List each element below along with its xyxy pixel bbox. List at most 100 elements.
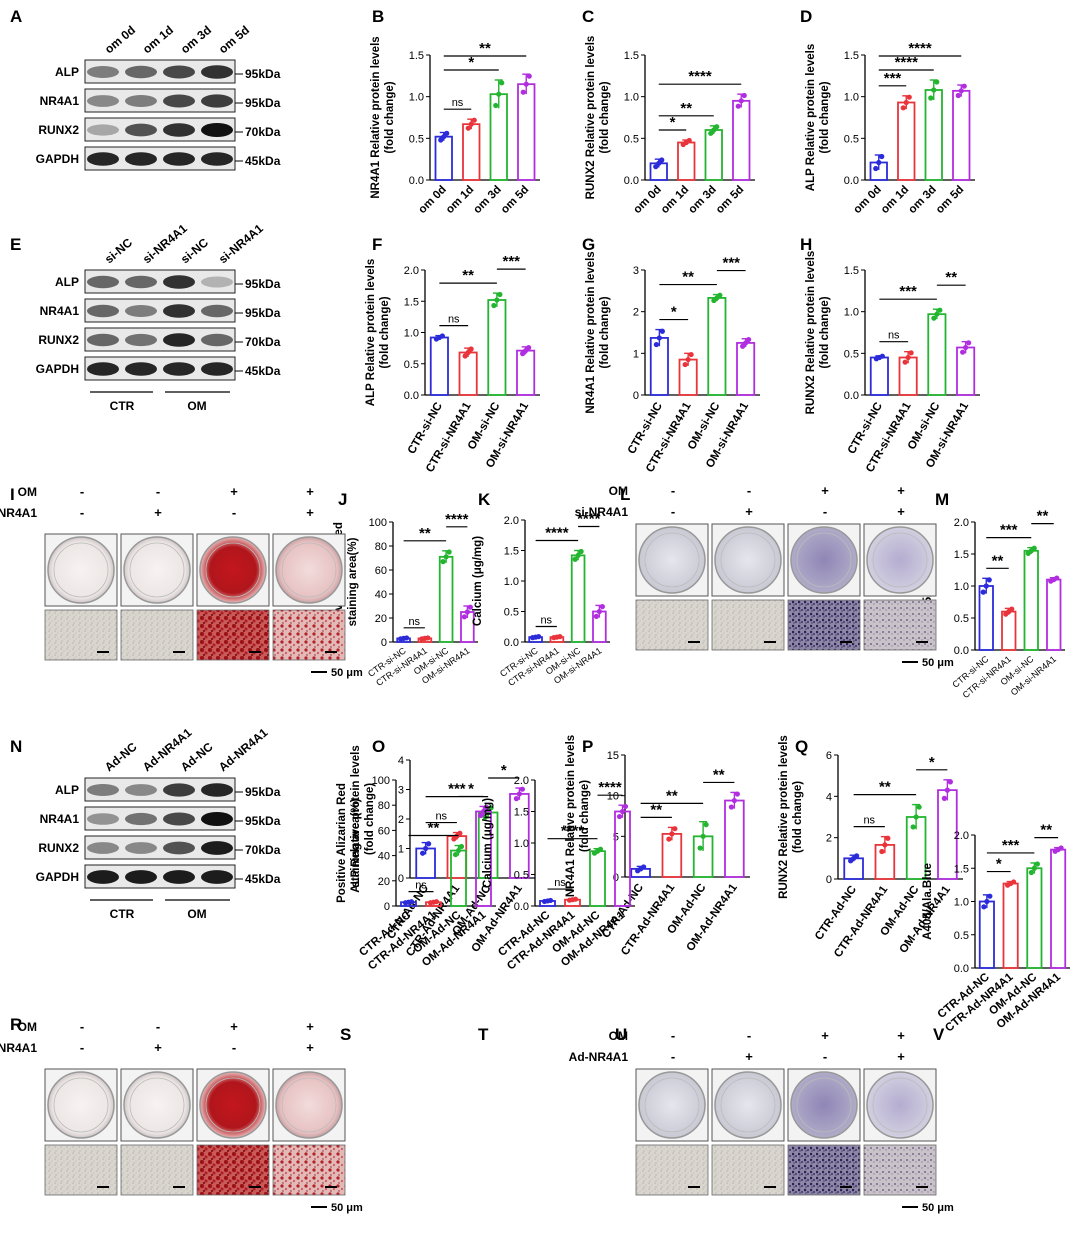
scale-label: 50 μm [922, 1202, 954, 1214]
lane-label: si-NR4A1 [216, 221, 266, 266]
lane-label: si-NC [102, 235, 135, 266]
data-point [656, 160, 662, 166]
significance-label: ** [462, 267, 474, 284]
condition-sign: + [745, 1049, 753, 1064]
condition-sign: + [230, 1019, 238, 1034]
well-inner-ring [205, 542, 261, 598]
band [87, 362, 119, 376]
data-point [981, 904, 987, 910]
band [163, 275, 195, 289]
panel-letter-I: I [10, 485, 15, 504]
condition-sign: + [897, 504, 905, 519]
bar [487, 299, 507, 396]
protein-label: GAPDH [36, 362, 79, 376]
well-inner-ring [644, 1077, 700, 1133]
data-point [1009, 606, 1015, 612]
y-tick-label: 0.5 [504, 607, 519, 619]
panel-letter-A: A [10, 7, 22, 26]
condition-sign: + [897, 483, 905, 498]
blot-strip [84, 88, 236, 113]
data-point [928, 95, 934, 101]
data-point [934, 311, 940, 317]
protein-label: NR4A1 [40, 94, 80, 108]
condition-sign: + [897, 1028, 905, 1043]
data-point [688, 351, 694, 358]
band [125, 333, 157, 347]
lane-label: om 1d [140, 23, 176, 56]
y-axis-label: NR4A1 Relative protein levels [565, 735, 577, 897]
data-point [1031, 865, 1037, 871]
significance-label: ns [435, 811, 447, 823]
y-tick-label: 1 [398, 844, 404, 856]
well-image [714, 1071, 782, 1139]
x-tick-label: om 0d [631, 184, 663, 216]
band [201, 783, 233, 797]
condition-sign: + [306, 484, 314, 499]
y-axis-label: RUNX2 Relative protein levels [585, 36, 597, 200]
data-point [685, 356, 691, 363]
significance-label: * [468, 780, 474, 797]
condition-sign: - [156, 484, 160, 499]
condition-sign: - [232, 1040, 236, 1055]
significance-label: *** [448, 781, 466, 798]
marker-label: 70kDa [245, 335, 281, 349]
band [125, 123, 157, 137]
data-point [738, 98, 744, 104]
y-tick-label: 4 [826, 791, 832, 803]
panel-letter-H: H [800, 235, 812, 254]
data-point [575, 552, 581, 558]
y-axis-label: (fold change) [379, 296, 391, 368]
y-tick-label: 1.5 [844, 50, 859, 62]
y-tick-label: 1 [633, 348, 639, 360]
significance-label: ns [554, 877, 566, 889]
data-point [446, 549, 452, 555]
lane-label: om 5d [216, 23, 252, 56]
panel-letter-J: J [338, 490, 347, 509]
data-point [963, 344, 969, 351]
condition-label: OM [18, 1020, 37, 1034]
band [87, 842, 119, 854]
protein-label: RUNX2 [38, 841, 79, 855]
well-inner-ring [872, 1077, 928, 1133]
significance-label: * [671, 304, 677, 321]
lane-label: Ad-NC [102, 739, 140, 774]
y-tick-label: 0 [384, 901, 390, 913]
y-tick-label: 2 [398, 814, 404, 826]
condition-sign: + [306, 505, 314, 520]
panel-letter-B: B [372, 7, 384, 26]
bar [589, 850, 606, 907]
x-tick-label: om 1d [659, 184, 691, 216]
blot-strip [84, 146, 236, 171]
significance-label: ** [945, 269, 957, 286]
condition-sign: + [897, 1049, 905, 1064]
data-point [547, 897, 554, 904]
y-tick-label: 0.0 [624, 175, 639, 187]
significance-label: ** [428, 820, 440, 837]
well-inner-ring [205, 1077, 261, 1133]
y-axis-label: staining area(%) [347, 537, 359, 626]
marker-label: 70kDa [245, 843, 281, 857]
y-tick-label: 0.5 [844, 348, 859, 360]
y-tick-label: 1.0 [504, 576, 519, 588]
panel-letter-Q: Q [795, 737, 808, 756]
condition-sign: - [671, 483, 675, 498]
band [201, 152, 233, 166]
well-image [199, 1071, 267, 1139]
condition-sign: - [823, 504, 827, 519]
y-tick-label: 0.5 [409, 133, 424, 145]
y-tick-label: 2.0 [514, 775, 529, 787]
y-axis-label: Calcium (μg/mg) [482, 798, 494, 888]
panel-letter-K: K [478, 490, 491, 509]
marker-label: 45kDa [245, 364, 281, 378]
panel-letter-L: L [620, 485, 630, 504]
marker-label: 70kDa [245, 125, 281, 139]
band [163, 304, 195, 318]
significance-label: *** [722, 255, 740, 272]
bar [978, 900, 995, 969]
data-point [471, 117, 477, 123]
protein-label: ALP [55, 275, 79, 289]
well-inner-ring [281, 1077, 337, 1133]
data-point [497, 291, 503, 298]
data-point [672, 826, 678, 832]
